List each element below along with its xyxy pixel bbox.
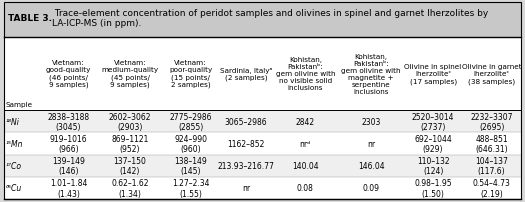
- Text: ¹⁸Ni: ¹⁸Ni: [6, 117, 19, 126]
- Text: Vietnam:
poor-quality
(15 points/
2 samples): Vietnam: poor-quality (15 points/ 2 samp…: [169, 60, 212, 88]
- Text: 0.62–1.62
(1.34): 0.62–1.62 (1.34): [111, 178, 149, 198]
- Text: 2775–2986
(2855): 2775–2986 (2855): [170, 112, 212, 132]
- Text: 692–1044
(929): 692–1044 (929): [414, 134, 452, 154]
- Text: nrᵈ: nrᵈ: [300, 139, 311, 148]
- Text: 488–851
(646.31): 488–851 (646.31): [475, 134, 508, 154]
- Text: Sardinia, Italyᵃ
(2 samples): Sardinia, Italyᵃ (2 samples): [220, 67, 272, 81]
- Text: 924–990
(960): 924–990 (960): [174, 134, 207, 154]
- Text: 2602–3062
(2903): 2602–3062 (2903): [109, 112, 151, 132]
- Text: Kohistan,
Pakistanᵇ:
gem olivine with
magnetite +
serpentine
inclusions: Kohistan, Pakistanᵇ: gem olivine with ma…: [341, 54, 401, 95]
- Bar: [4, 3, 521, 37]
- Text: 1.27–2.34
(1.55): 1.27–2.34 (1.55): [172, 178, 209, 198]
- Text: nr: nr: [367, 139, 375, 148]
- Text: 137–150
(142): 137–150 (142): [113, 156, 146, 176]
- Text: 0.98–1.95
(1.50): 0.98–1.95 (1.50): [414, 178, 452, 198]
- Text: 2842: 2842: [296, 117, 315, 126]
- Text: 104–137
(117.6): 104–137 (117.6): [475, 156, 508, 176]
- Text: 0.54–4.73
(2.19): 0.54–4.73 (2.19): [472, 178, 510, 198]
- Bar: [4, 37, 521, 111]
- Text: Vietnam:
good-quality
(46 points/
9 samples): Vietnam: good-quality (46 points/ 9 samp…: [46, 60, 91, 88]
- Text: 140.04: 140.04: [292, 161, 319, 170]
- Text: 110–132
(124): 110–132 (124): [417, 156, 449, 176]
- Bar: [4, 133, 521, 155]
- Text: ⁶⁵Cu: ⁶⁵Cu: [6, 183, 22, 193]
- Text: 2303: 2303: [361, 117, 381, 126]
- Text: Trace-element concentration of peridot samples and olivines in spinel and garnet: Trace-element concentration of peridot s…: [52, 8, 489, 28]
- Text: 919–1016
(966): 919–1016 (966): [50, 134, 87, 154]
- Bar: [4, 155, 521, 177]
- Text: Olivine in garnet
lherzoliteᶜ
(38 samples): Olivine in garnet lherzoliteᶜ (38 sample…: [462, 64, 521, 84]
- Text: 139–149
(146): 139–149 (146): [52, 156, 85, 176]
- Text: 1.01–1.84
(1.43): 1.01–1.84 (1.43): [50, 178, 87, 198]
- Text: ¹⁵Mn: ¹⁵Mn: [6, 139, 23, 148]
- Text: 0.08: 0.08: [297, 183, 314, 193]
- Text: 1162–852: 1162–852: [227, 139, 265, 148]
- Text: nr: nr: [242, 183, 250, 193]
- Text: 213.93–216.77: 213.93–216.77: [218, 161, 275, 170]
- Bar: [4, 177, 521, 199]
- Text: ¹⁷Co: ¹⁷Co: [6, 161, 22, 170]
- Text: 146.04: 146.04: [358, 161, 384, 170]
- Text: 2232–3307
(2695): 2232–3307 (2695): [470, 112, 513, 132]
- Text: 2520–3014
(2737): 2520–3014 (2737): [412, 112, 454, 132]
- Text: TABLE 3.: TABLE 3.: [8, 14, 52, 23]
- Text: 3065–2986: 3065–2986: [225, 117, 267, 126]
- Text: 2838–3188
(3045): 2838–3188 (3045): [47, 112, 90, 132]
- Text: 0.09: 0.09: [363, 183, 380, 193]
- Text: 138–149
(145): 138–149 (145): [174, 156, 207, 176]
- Text: Sample: Sample: [6, 102, 33, 108]
- Text: 869–1121
(952): 869–1121 (952): [111, 134, 149, 154]
- Text: Kohistan,
Pakistanᵇ:
gem olivine with
no visible solid
inclusions: Kohistan, Pakistanᵇ: gem olivine with no…: [276, 57, 335, 91]
- Text: Olivine in spinel
lherzoliteᶜ
(17 samples): Olivine in spinel lherzoliteᶜ (17 sample…: [404, 64, 462, 84]
- Bar: [4, 111, 521, 133]
- Text: Vietnam:
medium-quality
(45 points/
9 samples): Vietnam: medium-quality (45 points/ 9 sa…: [101, 60, 159, 88]
